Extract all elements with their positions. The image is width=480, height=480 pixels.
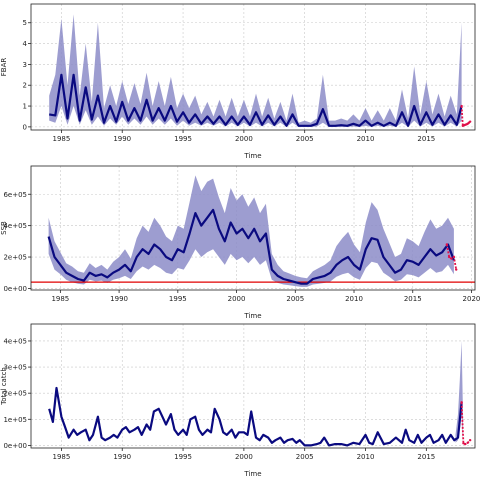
x-tick-label: 2000 [235,135,253,143]
projection-point [460,104,463,108]
x-axis-label: Time [243,470,261,478]
x-tick-label: 2000 [235,453,253,461]
uncertainty-band [48,175,454,287]
x-tick-label: 2010 [357,453,375,461]
y-tick-label: 3e+05 [3,364,27,372]
y-tick-label: 0 [23,123,27,131]
x-tick-label: 1985 [52,135,70,143]
y-tick-label: 3 [23,61,27,69]
y-tick-label: 5 [23,19,27,27]
plot-frame [30,323,476,449]
x-tick-label: 1995 [169,295,187,303]
x-tick-label: 2015 [404,295,422,303]
y-tick-label: 4 [23,40,28,48]
projection-point [468,438,472,442]
projection-point [447,255,451,259]
median-line [49,73,463,127]
projection-point [445,243,449,246]
projection-point [452,255,456,259]
projection-point [450,257,453,260]
x-tick-label: 2005 [296,135,314,143]
x-tick-label: 2020 [463,295,480,303]
plot-frame [30,3,476,131]
y-tick-label: 2e+05 [3,390,27,398]
x-tick-label: 1995 [174,135,192,143]
x-tick-label: 1990 [113,135,131,143]
x-axis-label: Time [243,152,261,160]
projection-point [460,401,463,404]
y-axis-label: FBAR [0,58,8,77]
median-line [47,208,455,285]
y-axis-label: SSB [0,221,8,235]
projection-point [455,268,458,271]
x-tick-label: 2015 [417,453,435,461]
y-tick-label: 2 [23,82,27,90]
x-tick-label: 2015 [417,135,435,143]
y-tick-label: 4e+05 [3,337,27,345]
y-tick-label: 0e+00 [3,285,27,293]
x-tick-label: 2005 [296,453,314,461]
y-axis-label: Total catch [0,367,8,406]
x-tick-label: 1995 [174,453,192,461]
projection-point [462,442,465,445]
x-tick-label: 2010 [345,295,363,303]
x-tick-label: 1985 [52,453,70,461]
projection-point [464,442,467,446]
x-tick-label: 1990 [113,453,131,461]
x-tick-label: 2010 [357,135,375,143]
y-tick-label: 1 [23,103,27,111]
projection-point [468,120,472,123]
projection-line [460,402,471,446]
y-tick-label: 2e+05 [3,254,27,262]
projection-point [466,441,469,444]
panel-total-catch: 1985 1990 1995 2000 2005 2010 2015 0e+00 1e+05 2e… [0,323,476,478]
y-tick-label: 6e+05 [3,191,27,199]
x-axis-label: Time [243,312,261,320]
x-tick-label: 2005 [286,295,304,303]
panel-ssb: 1985 1990 1995 2000 2005 2010 2015 2020 0e+00 2e+… [0,165,480,320]
y-tick-label: 4e+05 [3,222,27,230]
x-tick-label: 2000 [228,295,246,303]
median-line [48,386,463,447]
y-tick-label: 1e+05 [3,416,27,424]
y-tick-label: 0e+00 [3,442,27,450]
x-tick-label: 1985 [51,295,69,303]
plot-frame [30,165,476,291]
panel-fbar: 1985 1990 1995 2000 2005 2010 2015 0 1 2 3 4 5 Time FB… [0,3,476,160]
x-tick-label: 1990 [110,295,128,303]
